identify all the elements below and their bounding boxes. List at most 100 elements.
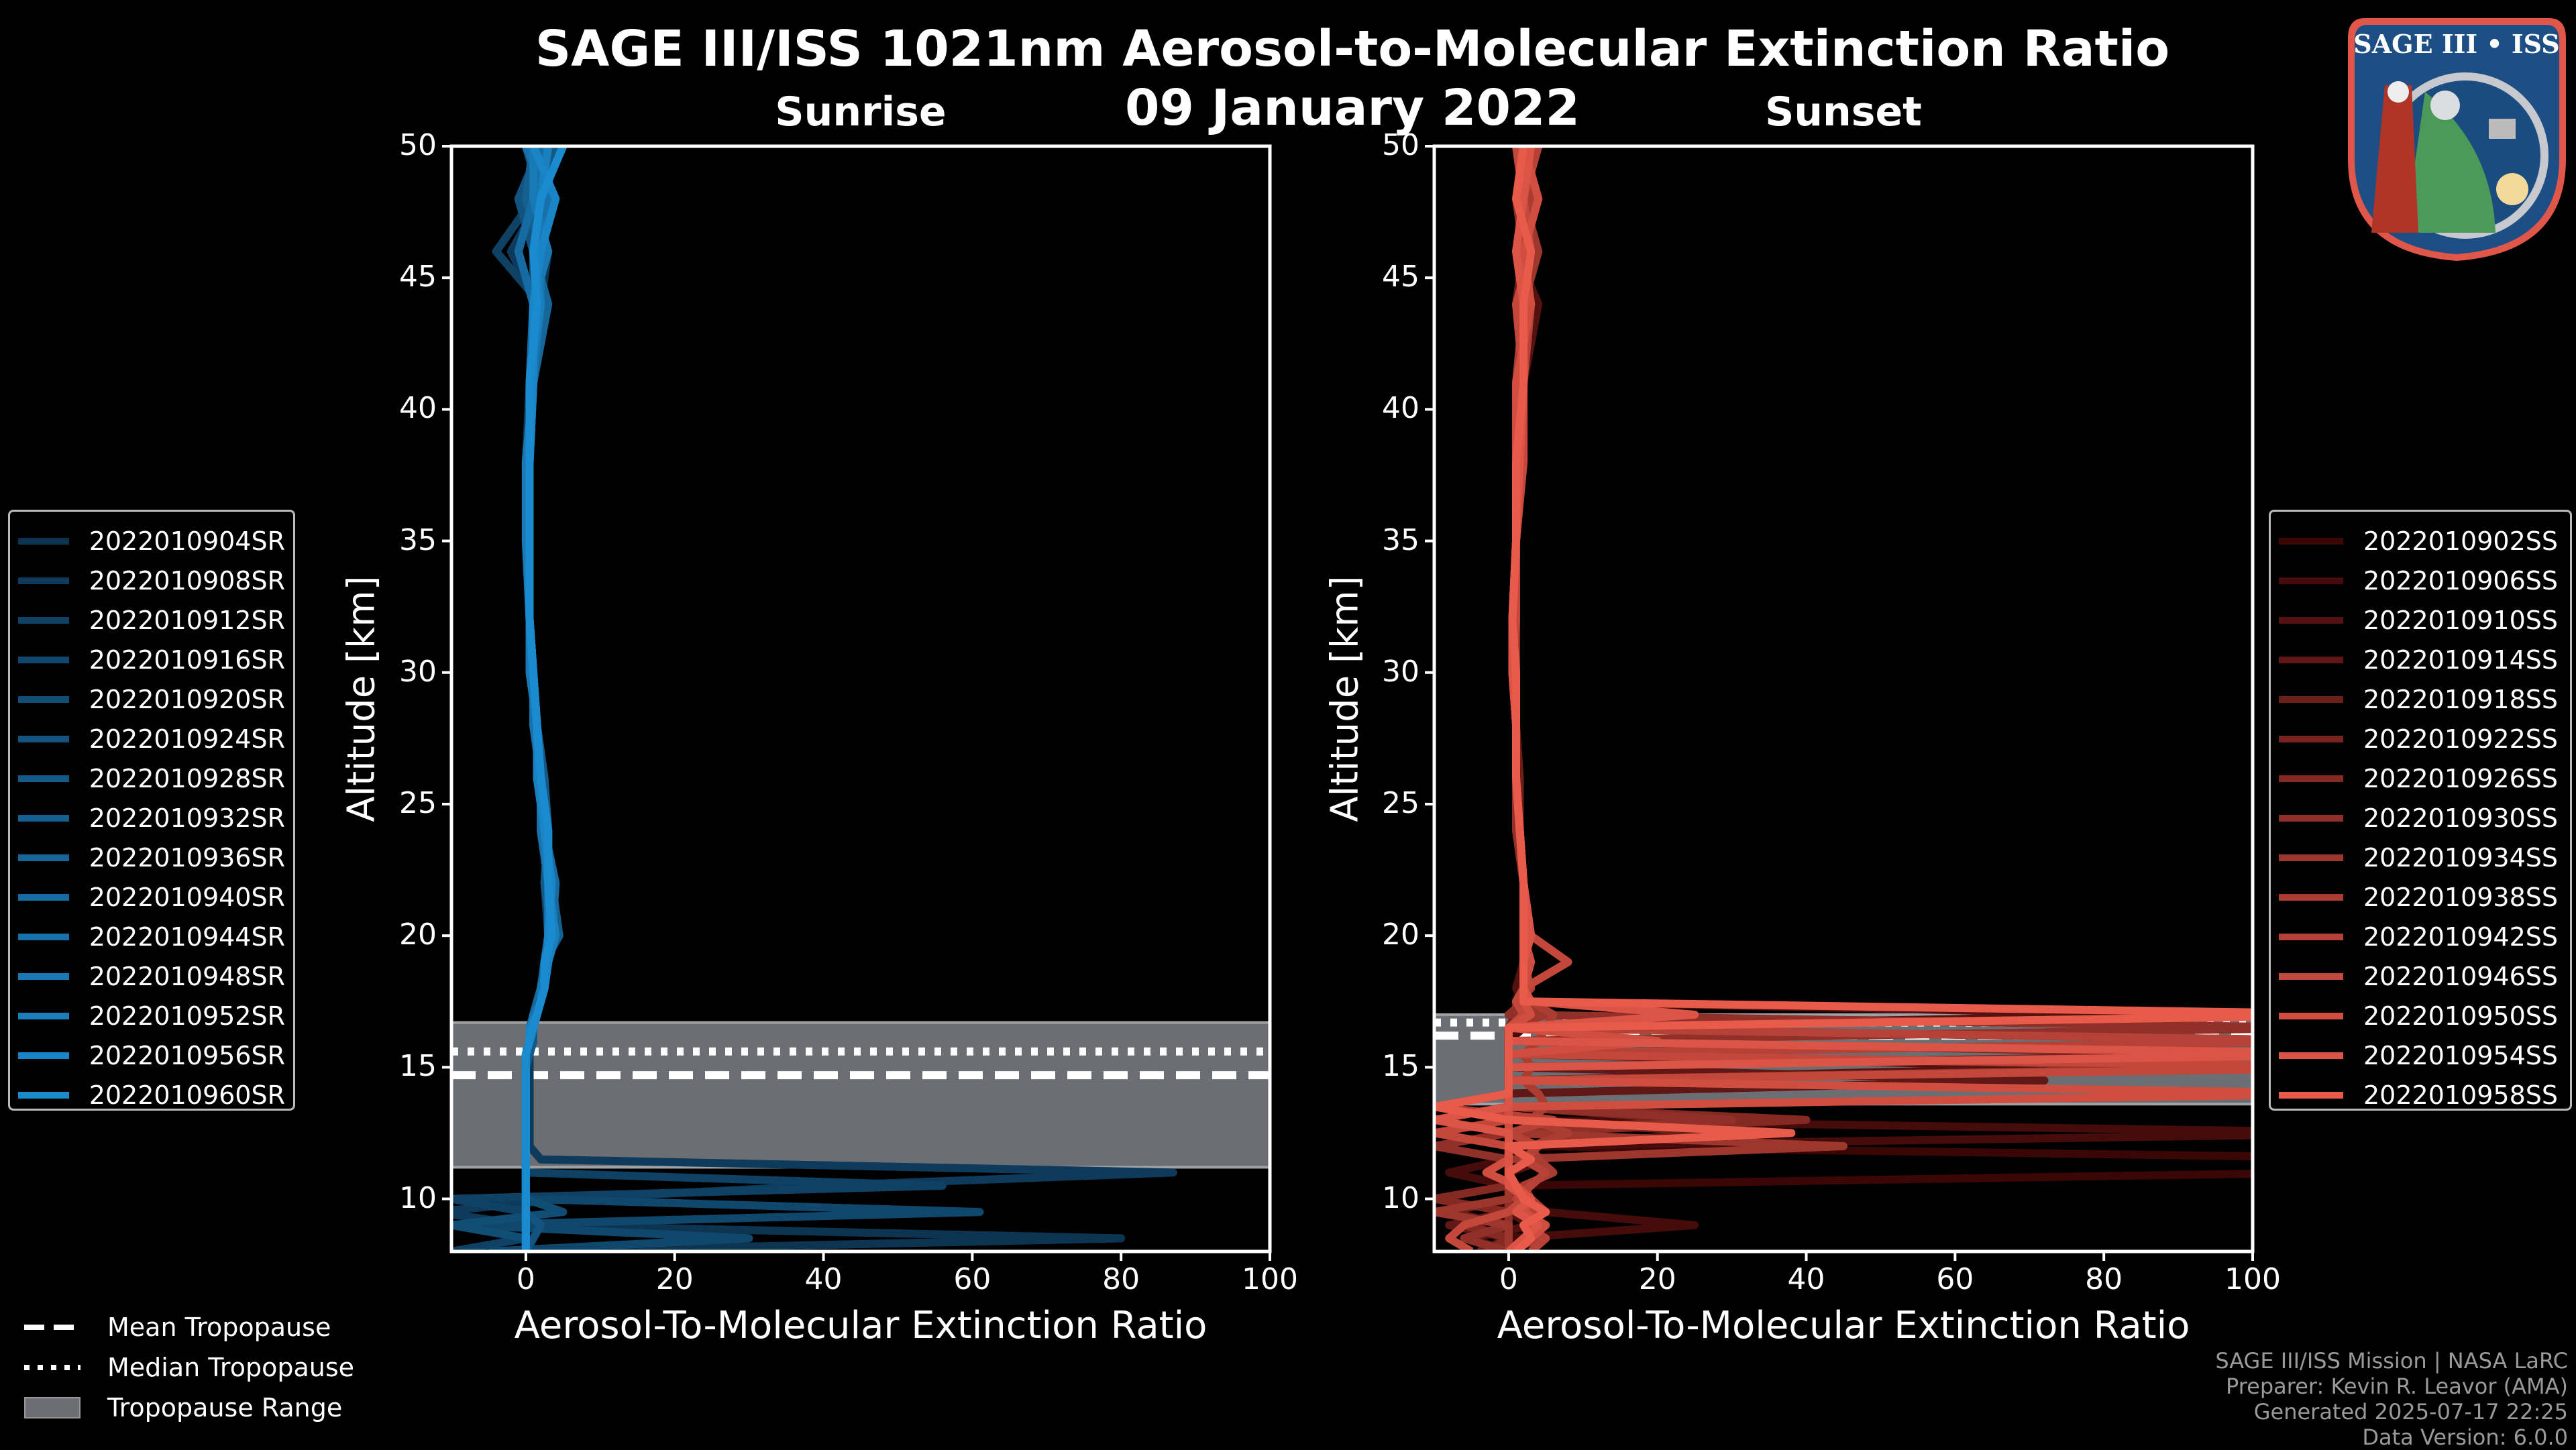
legend-item: 2022010920SR	[18, 679, 285, 719]
legend-item-median-tropopause: Median Tropopause	[24, 1347, 354, 1388]
legend-label: 2022010918SS	[2363, 684, 2559, 714]
mean-tropopause-label: Mean Tropopause	[107, 1313, 331, 1342]
credits-footer: SAGE III/ISS Mission | NASA LaRC Prepare…	[2215, 1348, 2568, 1450]
legend-label: 2022010942SS	[2363, 922, 2559, 952]
legend-item: 2022010948SR	[18, 956, 285, 996]
footer-mission: SAGE III/ISS Mission | NASA LaRC	[2215, 1348, 2568, 1374]
legend-swatch	[18, 1012, 69, 1019]
x-tick-label: 20	[655, 1262, 694, 1296]
legend-item: 2022010952SR	[18, 996, 285, 1036]
sunset-panel-title: Sunset	[1765, 89, 1922, 135]
legend-label: 2022010924SR	[89, 724, 285, 754]
legend-swatch	[2279, 577, 2343, 584]
sunset-legend: 2022010902SS 2022010906SS 2022010910SS 2022…	[2269, 510, 2572, 1111]
legend-item: 2022010918SS	[2279, 679, 2562, 719]
y-tick-label: 40	[399, 391, 437, 426]
y-tick-label: 25	[399, 785, 437, 820]
legend-item: 2022010932SR	[18, 798, 285, 838]
legend-item: 2022010944SR	[18, 917, 285, 956]
legend-swatch	[2279, 1052, 2343, 1059]
legend-item: 2022010916SR	[18, 640, 285, 679]
chart-title: SAGE III/ISS 1021nm Aerosol-to-Molecular…	[535, 20, 2170, 78]
y-tick-label: 45	[1382, 260, 1419, 294]
legend-label: 2022010908SR	[89, 565, 285, 596]
legend-swatch	[18, 1052, 69, 1059]
y-tick-label: 15	[399, 1049, 437, 1084]
legend-swatch	[2279, 933, 2343, 940]
legend-item: 2022010912SR	[18, 600, 285, 640]
chart-date: 09 January 2022	[1125, 79, 1580, 137]
sunrise-axes-frame	[449, 144, 1272, 1253]
legend-item: 2022010942SS	[2279, 917, 2562, 956]
legend-swatch	[2279, 537, 2343, 545]
sunset-plot-area	[1434, 146, 2253, 1251]
legend-label: 2022010956SR	[89, 1040, 285, 1070]
legend-item: 2022010908SR	[18, 561, 285, 600]
legend-label: 2022010958SS	[2363, 1080, 2559, 1110]
sunset-x-axis-label: Aerosol-To-Molecular Extinction Ratio	[1497, 1304, 2190, 1347]
legend-item: 2022010928SR	[18, 759, 285, 798]
y-tick-label: 50	[1382, 128, 1419, 162]
svg-text:SAGE III • ISS: SAGE III • ISS	[2353, 29, 2559, 59]
legend-label: 2022010904SR	[89, 526, 285, 556]
legend-label: 2022010928SR	[89, 763, 285, 793]
x-tick-label: 60	[953, 1262, 991, 1296]
x-tick-label: 100	[2224, 1262, 2281, 1296]
legend-label: 2022010922SS	[2363, 724, 2559, 754]
legend-swatch	[2279, 1091, 2343, 1099]
profile-line-2022010960SR	[521, 146, 567, 1251]
footer-data-version: Data Version: 6.0.0	[2362, 1425, 2568, 1450]
legend-swatch	[2279, 854, 2343, 861]
legend-item: 2022010930SS	[2279, 798, 2562, 838]
dotted-line-icon	[24, 1365, 80, 1370]
legend-label: 2022010944SR	[89, 922, 285, 952]
legend-swatch	[18, 1091, 69, 1099]
legend-item: 2022010910SS	[2279, 600, 2562, 640]
legend-label: 2022010902SS	[2363, 526, 2559, 556]
y-tick-label: 50	[399, 128, 437, 162]
sunrise-tropopause-range	[451, 1021, 1270, 1169]
legend-label: 2022010938SS	[2363, 882, 2559, 912]
y-tick-label: 25	[1382, 785, 1419, 820]
legend-swatch	[18, 854, 69, 861]
x-tick-label: 100	[1242, 1262, 1298, 1296]
legend-label: 2022010932SR	[89, 803, 285, 833]
legend-swatch	[2279, 814, 2343, 822]
legend-item: 2022010946SS	[2279, 956, 2562, 996]
legend-item-tropopause-range: Tropopause Range	[24, 1388, 354, 1428]
sunrise-legend: 2022010904SR 2022010908SR 2022010912SR 2022…	[8, 510, 295, 1111]
footer-preparer: Preparer: Kevin R. Leavor (AMA)	[2225, 1374, 2568, 1399]
legend-label: 2022010948SR	[89, 961, 285, 991]
legend-item: 2022010958SS	[2279, 1075, 2562, 1115]
y-tick-label: 20	[399, 917, 437, 952]
legend-label: 2022010952SR	[89, 1001, 285, 1031]
legend-swatch	[2279, 893, 2343, 901]
legend-label: 2022010910SS	[2363, 605, 2559, 635]
legend-item: 2022010926SS	[2279, 759, 2562, 798]
x-tick-label: 20	[1638, 1262, 1676, 1296]
sunrise-x-axis-label: Aerosol-To-Molecular Extinction Ratio	[514, 1304, 1208, 1347]
legend-swatch	[2279, 656, 2343, 663]
legend-item: 2022010906SS	[2279, 561, 2562, 600]
dashed-line-icon	[24, 1325, 80, 1330]
legend-item: 2022010922SS	[2279, 719, 2562, 759]
legend-item: 2022010904SR	[18, 521, 285, 561]
x-tick-label: 80	[1102, 1262, 1140, 1296]
legend-swatch	[18, 814, 69, 822]
legend-swatch	[18, 972, 69, 980]
legend-label: 2022010934SS	[2363, 842, 2559, 873]
median-tropopause-label: Median Tropopause	[107, 1353, 354, 1382]
y-tick-label: 45	[399, 260, 437, 294]
legend-swatch	[2279, 735, 2343, 742]
x-tick-label: 80	[2085, 1262, 2123, 1296]
legend-item-mean-tropopause: Mean Tropopause	[24, 1307, 354, 1347]
y-tick-label: 20	[1382, 917, 1419, 952]
legend-label: 2022010926SS	[2363, 763, 2559, 793]
legend-item: 2022010960SR	[18, 1075, 285, 1115]
legend-item: 2022010924SR	[18, 719, 285, 759]
legend-label: 2022010916SR	[89, 645, 285, 675]
legend-swatch	[2279, 695, 2343, 703]
footer-generated: Generated 2025-07-17 22:25	[2253, 1399, 2568, 1425]
y-tick-label: 35	[399, 522, 437, 557]
legend-label: 2022010950SS	[2363, 1001, 2559, 1031]
